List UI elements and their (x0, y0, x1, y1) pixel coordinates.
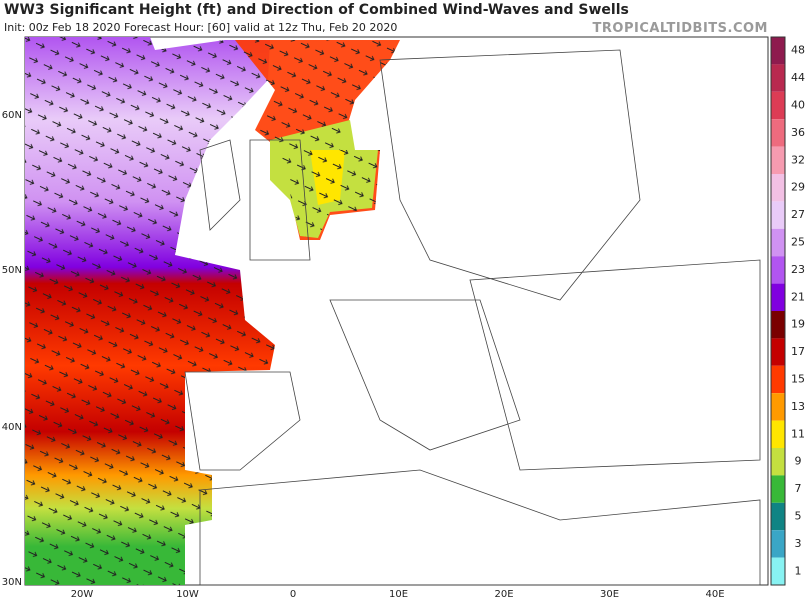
colorbar-swatch (771, 201, 785, 229)
colorbar-swatch (771, 37, 785, 65)
colorbar-swatch (771, 311, 785, 339)
colorbar-label: 1 (795, 564, 802, 577)
colorbar-label: 36 (791, 126, 805, 139)
lon-label: 40E (705, 589, 724, 600)
lon-label: 20E (494, 589, 513, 600)
lat-label: 60N (2, 110, 22, 121)
colorbar-swatch (771, 146, 785, 174)
colorbar-label: 21 (791, 290, 805, 303)
lon-label: 0 (290, 589, 296, 600)
colorbar-label: 19 (791, 318, 805, 331)
watermark: TROPICALTIDBITS.COM (593, 21, 768, 36)
lat-label: 50N (2, 265, 22, 276)
colorbar-swatch (771, 557, 785, 585)
colorbar-swatch (771, 64, 785, 92)
colorbar-label: 29 (791, 181, 805, 194)
colorbar-swatch (771, 119, 785, 147)
colorbar-label: 15 (791, 373, 805, 386)
colorbar-label: 32 (791, 153, 805, 166)
lat-labels: 60N 50N 40N 30N (2, 110, 22, 588)
colorbar-label: 23 (791, 263, 805, 276)
lon-label: 10E (389, 589, 408, 600)
colorbar-label: 7 (795, 482, 802, 495)
colorbar-swatch (771, 448, 785, 476)
colorbar: 48 44 40 36 32 29 27 25 23 21 19 17 15 13 11 9 7 5 3 1 (770, 36, 805, 586)
lat-label: 30N (2, 577, 22, 588)
colorbar-swatch (771, 338, 785, 366)
colorbar-label: 27 (791, 208, 805, 221)
colorbar-label: 17 (791, 345, 805, 358)
colorbar-label: 40 (791, 99, 805, 112)
lat-label: 40N (2, 422, 22, 433)
colorbar-swatch (771, 91, 785, 120)
colorbar-frame (770, 36, 786, 586)
lon-label: 20W (71, 589, 94, 600)
colorbar-swatch (771, 475, 785, 503)
colorbar-label: 9 (795, 455, 802, 468)
colorbar-swatch (771, 420, 785, 448)
colorbar-label: 11 (791, 427, 805, 440)
colorbar-label: 5 (795, 510, 802, 523)
colorbar-swatch (771, 530, 785, 558)
colorbar-swatch (771, 283, 785, 311)
lon-labels: 20W 10W 0 10E 20E 30E 40E (71, 589, 725, 600)
colorbar-label: 25 (791, 236, 805, 249)
title: WW3 Significant Height (ft) and Directio… (4, 2, 629, 18)
colorbar-swatch (771, 393, 785, 421)
colorbar-swatch (771, 256, 785, 284)
map-area (24, 36, 769, 586)
colorbar-label: 13 (791, 400, 805, 413)
colorbar-label: 3 (795, 537, 802, 550)
lon-label: 30E (600, 589, 619, 600)
colorbar-label: 44 (791, 71, 805, 84)
colorbar-swatch (771, 502, 785, 531)
colorbar-swatch (771, 365, 785, 394)
colorbar-swatch (771, 174, 785, 202)
subtitle: Init: 00z Feb 18 2020 Forecast Hour: [60… (4, 21, 397, 34)
colorbar-swatch (771, 228, 785, 257)
lon-label: 10W (176, 589, 199, 600)
colorbar-label: 48 (791, 44, 805, 57)
